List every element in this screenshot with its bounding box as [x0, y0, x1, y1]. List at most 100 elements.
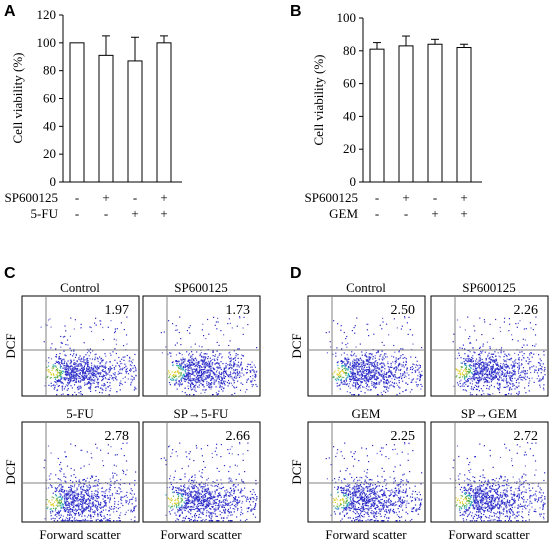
event-dot — [65, 371, 67, 373]
event-dot — [90, 385, 92, 387]
event-dot — [79, 363, 81, 365]
event-dot — [114, 330, 116, 332]
event-dot — [85, 373, 87, 375]
event-dot — [218, 362, 220, 364]
event-dot — [200, 512, 202, 514]
event-dot — [456, 369, 458, 371]
event-dot — [100, 358, 102, 360]
event-dot — [87, 363, 89, 365]
event-dot — [237, 509, 239, 511]
event-dot — [343, 372, 345, 374]
event-dot — [223, 506, 225, 509]
event-dot — [94, 499, 96, 501]
event-dot — [383, 385, 385, 387]
event-dot — [191, 364, 193, 366]
event-dot — [386, 381, 388, 383]
event-dot — [211, 520, 214, 522]
event-dot — [74, 445, 76, 447]
event-dot — [188, 453, 190, 455]
event-dot — [228, 478, 230, 480]
event-dots — [452, 316, 546, 396]
event-dot — [200, 481, 203, 483]
event-dot — [180, 501, 182, 503]
event-dot — [107, 386, 109, 388]
event-dot — [229, 354, 231, 356]
event-dot — [60, 341, 62, 344]
event-dot — [63, 496, 65, 498]
event-dot — [196, 507, 198, 509]
event-dot — [347, 367, 350, 369]
event-dot — [100, 372, 102, 374]
event-dot — [203, 504, 205, 506]
event-dot — [189, 364, 191, 366]
event-dot — [212, 371, 214, 373]
event-dot — [204, 484, 206, 486]
event-dot — [419, 379, 421, 382]
event-dot — [212, 481, 214, 483]
event-dot — [63, 367, 65, 369]
event-dot — [98, 368, 100, 370]
event-dot — [66, 373, 68, 375]
event-dot — [169, 513, 171, 515]
event-dot — [72, 380, 74, 382]
event-dot — [196, 362, 198, 364]
event-dot — [63, 358, 65, 360]
event-dot — [64, 499, 66, 501]
event-dot — [62, 491, 64, 493]
event-dot — [85, 503, 87, 505]
event-dot — [390, 366, 392, 368]
event-dot — [176, 388, 178, 390]
event-dot — [459, 370, 461, 372]
event-dot — [59, 374, 61, 377]
event-dot — [76, 374, 79, 376]
event-dot — [467, 316, 469, 318]
event-dot — [49, 508, 51, 510]
event-dot — [78, 388, 80, 390]
event-dot — [333, 376, 335, 379]
event-dot — [224, 509, 227, 511]
event-dot — [51, 486, 53, 488]
event-dot — [232, 358, 234, 360]
event-dot — [75, 510, 77, 512]
event-dot — [239, 372, 241, 374]
event-dot — [183, 373, 185, 375]
event-dot — [86, 516, 89, 518]
event-dot — [197, 500, 199, 502]
event-dot — [199, 504, 201, 506]
event-dot — [76, 369, 78, 371]
event-dot — [235, 368, 237, 371]
event-dot — [86, 485, 88, 487]
event-dot — [96, 490, 98, 492]
event-dot — [187, 367, 189, 370]
event-dot — [77, 363, 79, 365]
event-dot — [242, 481, 245, 483]
event-dot — [252, 508, 255, 510]
event-dot — [55, 369, 58, 371]
event-dot — [198, 360, 200, 363]
event-dot — [100, 365, 102, 367]
event-dot — [88, 355, 90, 357]
event-dot — [90, 367, 93, 369]
event-dot — [216, 479, 218, 481]
event-dot — [77, 387, 79, 389]
event-dot — [399, 357, 401, 359]
event-dot — [203, 486, 205, 488]
event-dot — [209, 374, 211, 376]
event-dot — [367, 389, 369, 391]
event-dot — [131, 493, 133, 495]
event-dot — [70, 371, 72, 373]
event-dot — [68, 496, 70, 498]
event-dot — [485, 379, 487, 381]
event-dot — [80, 486, 82, 488]
event-dot — [219, 367, 222, 369]
event-dot — [356, 368, 358, 370]
event-dot — [91, 358, 94, 360]
event-dot — [353, 361, 355, 363]
event-dot — [354, 373, 356, 375]
event-dot — [97, 480, 99, 483]
event-dot — [242, 333, 244, 335]
event-dot — [191, 505, 193, 508]
event-dot — [352, 371, 354, 373]
event-dot — [386, 376, 388, 378]
factor-row-a-1: SP600125 - + - + — [5, 190, 168, 205]
